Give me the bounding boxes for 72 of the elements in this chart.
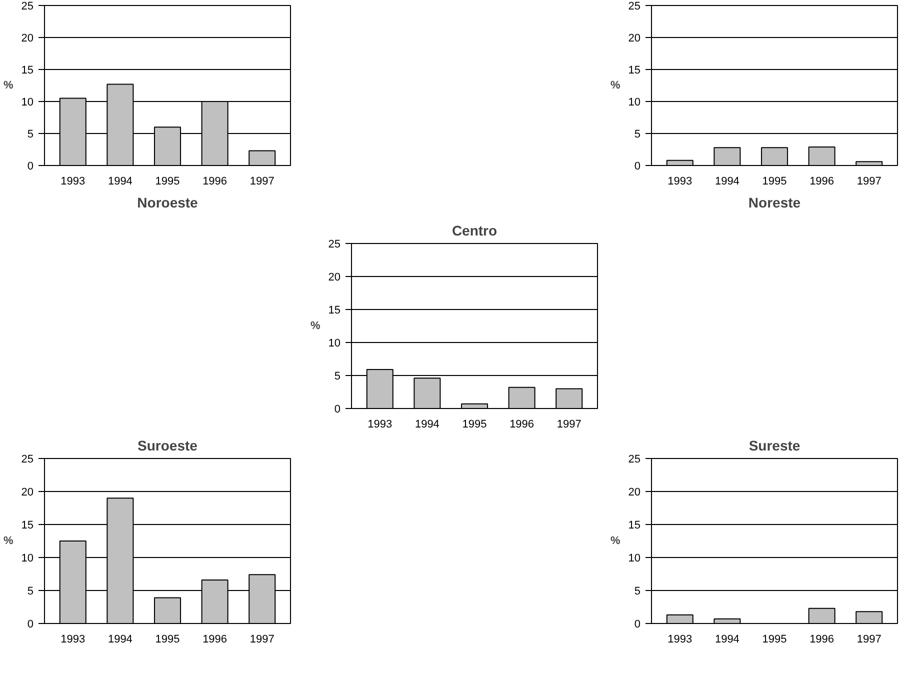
bar xyxy=(154,597,182,624)
bar xyxy=(556,388,583,408)
y-axis-title: % xyxy=(3,80,14,92)
x-tick-label: 1996 xyxy=(510,418,534,430)
x-tick-label: 1997 xyxy=(250,176,274,188)
y-tick-label: 25 xyxy=(628,454,641,466)
y-tick-label: 25 xyxy=(21,454,34,466)
bar xyxy=(808,146,836,166)
y-tick-label: 0 xyxy=(634,160,641,172)
bar xyxy=(508,386,536,408)
x-tick-label: 1995 xyxy=(762,176,787,188)
x-tick-label: 1995 xyxy=(155,634,180,646)
y-axis-title: % xyxy=(610,80,620,92)
y-tick-label: 25 xyxy=(328,238,341,250)
y-tick-label: 10 xyxy=(21,552,34,564)
x-tick-label: 1994 xyxy=(108,634,132,646)
x-tick-label: 1997 xyxy=(250,634,274,646)
y-tick-label: 20 xyxy=(628,32,641,44)
y-tick-label: 15 xyxy=(21,520,34,532)
y-tick-label: 10 xyxy=(628,96,641,108)
x-tick-label: 1994 xyxy=(714,176,740,188)
y-tick-label: 0 xyxy=(634,618,641,630)
x-tick-label: 1995 xyxy=(155,176,180,188)
chart-title: Suroeste xyxy=(138,438,198,454)
y-axis-title: % xyxy=(610,535,620,547)
x-tick-label: 1993 xyxy=(668,176,692,188)
y-tick-label: 0 xyxy=(27,618,34,630)
x-tick-label: 1994 xyxy=(414,418,440,430)
y-axis-title: % xyxy=(310,320,320,332)
y-tick-label: 10 xyxy=(628,552,641,564)
y-axis-title: % xyxy=(3,535,14,547)
x-tick-label: 1993 xyxy=(368,418,392,430)
x-tick-label: 1995 xyxy=(462,418,487,430)
x-tick-label: 1996 xyxy=(810,176,834,188)
x-tick-label: 1997 xyxy=(856,634,882,646)
y-tick-label: 20 xyxy=(21,32,34,44)
x-tick-label: 1997 xyxy=(556,418,582,430)
y-tick-label: 20 xyxy=(328,272,341,284)
x-tick-label: 1994 xyxy=(714,634,740,646)
y-tick-label: 5 xyxy=(334,370,341,382)
y-tick-label: 15 xyxy=(21,64,34,76)
y-tick-label: 0 xyxy=(334,404,341,416)
x-tick-label: 1994 xyxy=(108,176,132,188)
x-tick-label: 1996 xyxy=(202,176,228,188)
bar xyxy=(760,147,788,166)
x-tick-label: 1996 xyxy=(810,634,834,646)
y-tick-label: 5 xyxy=(27,128,34,140)
chart-title: Centro xyxy=(452,222,498,238)
y-tick-label: 10 xyxy=(328,338,341,350)
y-tick-label: 10 xyxy=(21,96,34,108)
y-tick-label: 5 xyxy=(27,586,34,598)
y-tick-label: 15 xyxy=(328,304,341,316)
x-tick-label: 1995 xyxy=(762,634,787,646)
text: Noreste xyxy=(748,194,801,210)
y-tick-label: 25 xyxy=(628,0,641,12)
x-tick-label: 1993 xyxy=(60,634,86,646)
bar xyxy=(248,150,276,166)
x-tick-label: 1993 xyxy=(668,634,692,646)
x-tick-label: 1996 xyxy=(202,634,228,646)
bar xyxy=(714,147,741,166)
chart-title: Sureste xyxy=(748,438,800,454)
y-tick-label: 5 xyxy=(634,586,641,598)
x-tick-label: 1997 xyxy=(856,176,882,188)
y-tick-label: 15 xyxy=(628,520,641,532)
y-tick-label: 25 xyxy=(21,0,34,12)
text: Noroeste xyxy=(137,194,198,210)
y-tick-label: 15 xyxy=(628,64,641,76)
y-tick-label: 5 xyxy=(634,128,641,140)
x-tick-label: 1993 xyxy=(60,176,86,188)
y-tick-label: 0 xyxy=(27,160,34,172)
y-tick-label: 20 xyxy=(628,486,641,498)
y-tick-label: 20 xyxy=(21,486,34,498)
